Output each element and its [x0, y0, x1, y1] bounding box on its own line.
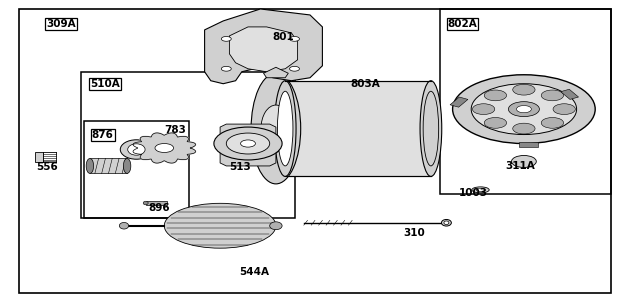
Circle shape	[155, 144, 174, 152]
Ellipse shape	[86, 158, 94, 173]
Ellipse shape	[164, 203, 276, 248]
Circle shape	[484, 90, 507, 101]
Bar	[81, 72, 294, 218]
Ellipse shape	[270, 222, 282, 230]
Circle shape	[508, 102, 539, 117]
Ellipse shape	[274, 81, 296, 176]
Bar	[146, 201, 167, 205]
Circle shape	[453, 75, 595, 144]
Ellipse shape	[444, 221, 449, 225]
Text: 556: 556	[36, 162, 58, 173]
Bar	[519, 142, 538, 147]
Circle shape	[516, 106, 531, 113]
Circle shape	[472, 104, 495, 115]
Text: 896: 896	[149, 203, 170, 213]
Text: 510A: 510A	[90, 79, 120, 89]
Polygon shape	[264, 67, 288, 78]
Circle shape	[221, 36, 231, 41]
Bar	[560, 89, 578, 99]
Ellipse shape	[128, 144, 145, 155]
Ellipse shape	[119, 222, 129, 229]
Text: 783: 783	[164, 125, 186, 135]
Text: 310: 310	[403, 228, 425, 238]
Ellipse shape	[476, 188, 485, 191]
Text: 1003: 1003	[459, 188, 488, 198]
Bar	[35, 152, 43, 162]
Circle shape	[221, 66, 231, 71]
Text: 309A: 309A	[46, 19, 76, 29]
Bar	[90, 158, 127, 173]
Polygon shape	[205, 9, 322, 84]
Circle shape	[513, 123, 535, 134]
Text: 544A: 544A	[239, 267, 268, 277]
Bar	[450, 97, 468, 107]
Text: 311A: 311A	[505, 161, 535, 171]
Circle shape	[471, 84, 577, 135]
Text: 802A: 802A	[448, 19, 477, 29]
Text: 876: 876	[92, 130, 113, 140]
Bar	[84, 121, 189, 218]
Ellipse shape	[420, 81, 441, 176]
Bar	[440, 9, 611, 194]
Text: 801: 801	[273, 32, 294, 42]
Circle shape	[541, 118, 564, 128]
Circle shape	[290, 66, 299, 71]
Circle shape	[226, 133, 270, 154]
Circle shape	[541, 90, 564, 101]
Ellipse shape	[278, 91, 293, 166]
Ellipse shape	[472, 187, 489, 193]
Ellipse shape	[441, 219, 451, 226]
Circle shape	[290, 36, 299, 41]
Circle shape	[513, 84, 535, 95]
Circle shape	[512, 155, 536, 167]
Ellipse shape	[261, 105, 291, 152]
Text: 803A: 803A	[350, 79, 380, 89]
Polygon shape	[229, 27, 298, 72]
Bar	[285, 81, 431, 176]
Circle shape	[553, 104, 575, 115]
Circle shape	[241, 140, 255, 147]
Ellipse shape	[120, 140, 153, 159]
Circle shape	[214, 127, 282, 160]
Ellipse shape	[423, 91, 439, 166]
Ellipse shape	[123, 158, 131, 173]
Polygon shape	[133, 133, 195, 163]
Text: eReplacementParts.com: eReplacementParts.com	[234, 146, 386, 159]
Circle shape	[484, 118, 507, 128]
Ellipse shape	[143, 201, 148, 205]
Ellipse shape	[251, 73, 301, 184]
Text: 513: 513	[229, 162, 251, 173]
Polygon shape	[220, 124, 276, 166]
